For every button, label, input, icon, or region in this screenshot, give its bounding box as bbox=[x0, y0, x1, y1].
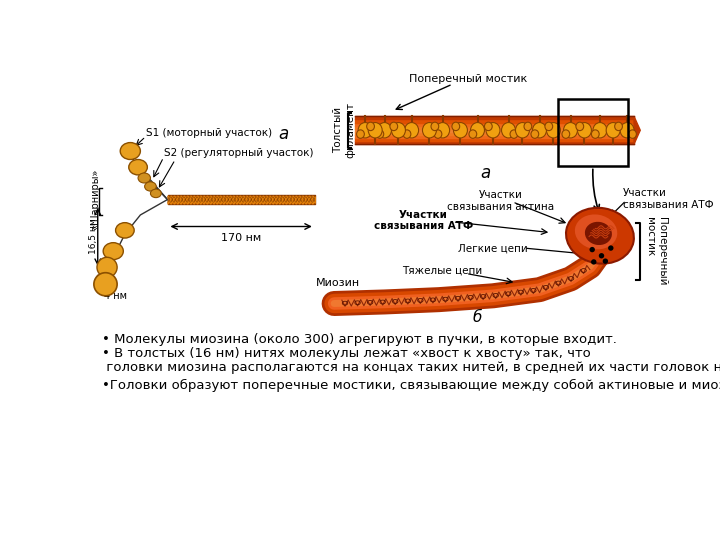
Ellipse shape bbox=[366, 122, 374, 131]
Ellipse shape bbox=[575, 214, 617, 249]
Text: •Головки образуют поперечные мостики, связывающие между собой актиновые и миозин: •Головки образуют поперечные мостики, св… bbox=[102, 379, 720, 392]
Text: S1 (моторный участок): S1 (моторный участок) bbox=[145, 127, 272, 138]
Ellipse shape bbox=[577, 123, 591, 138]
Text: б: б bbox=[473, 310, 482, 325]
Ellipse shape bbox=[423, 123, 436, 138]
Ellipse shape bbox=[376, 130, 384, 138]
Ellipse shape bbox=[356, 130, 364, 138]
Ellipse shape bbox=[97, 257, 117, 278]
Ellipse shape bbox=[120, 143, 140, 159]
Ellipse shape bbox=[546, 123, 560, 138]
Ellipse shape bbox=[620, 123, 634, 138]
Ellipse shape bbox=[524, 122, 532, 131]
Ellipse shape bbox=[431, 122, 438, 131]
Text: Поперечный
мостик: Поперечный мостик bbox=[645, 217, 667, 285]
Ellipse shape bbox=[485, 122, 492, 131]
Ellipse shape bbox=[94, 273, 117, 296]
Ellipse shape bbox=[145, 182, 156, 191]
Ellipse shape bbox=[593, 123, 607, 138]
Ellipse shape bbox=[591, 130, 599, 138]
Polygon shape bbox=[634, 117, 640, 144]
Text: Легкие цепи: Легкие цепи bbox=[458, 243, 528, 253]
Ellipse shape bbox=[138, 173, 150, 183]
Text: 4 нм: 4 нм bbox=[104, 291, 127, 301]
Circle shape bbox=[590, 247, 595, 252]
Text: Миозин: Миозин bbox=[316, 278, 360, 288]
Ellipse shape bbox=[454, 123, 467, 138]
Ellipse shape bbox=[531, 130, 539, 138]
Text: 16,5 нм: 16,5 нм bbox=[89, 219, 98, 254]
Text: головки миозина располагаются на концах таких нитей, в средней их части головок : головки миозина располагаются на концах … bbox=[102, 361, 720, 374]
Ellipse shape bbox=[116, 222, 134, 238]
Ellipse shape bbox=[510, 130, 518, 138]
Ellipse shape bbox=[533, 123, 546, 138]
Ellipse shape bbox=[390, 122, 397, 131]
Text: Толстый
филамент: Толстый филамент bbox=[333, 102, 355, 158]
Ellipse shape bbox=[585, 222, 612, 245]
Ellipse shape bbox=[392, 123, 405, 138]
Ellipse shape bbox=[566, 208, 634, 264]
Text: Тяжелые цепи: Тяжелые цепи bbox=[402, 265, 482, 275]
Ellipse shape bbox=[486, 123, 500, 138]
Ellipse shape bbox=[403, 130, 411, 138]
Ellipse shape bbox=[545, 122, 553, 131]
Ellipse shape bbox=[368, 123, 382, 138]
Ellipse shape bbox=[469, 130, 477, 138]
Text: S2 (регуляторный участок): S2 (регуляторный участок) bbox=[163, 148, 313, 158]
Text: Участки
связывания АТФ: Участки связывания АТФ bbox=[374, 210, 473, 231]
Ellipse shape bbox=[615, 122, 622, 131]
Ellipse shape bbox=[576, 122, 584, 131]
Ellipse shape bbox=[150, 189, 161, 198]
Circle shape bbox=[603, 259, 608, 264]
Ellipse shape bbox=[629, 130, 636, 138]
Ellipse shape bbox=[606, 123, 620, 138]
Ellipse shape bbox=[436, 123, 449, 138]
Ellipse shape bbox=[564, 123, 577, 138]
Text: Участки
связывания АТФ: Участки связывания АТФ bbox=[624, 188, 714, 210]
Ellipse shape bbox=[377, 123, 392, 138]
Circle shape bbox=[599, 253, 604, 259]
Ellipse shape bbox=[405, 123, 418, 138]
Text: «Шарниры»: «Шарниры» bbox=[91, 169, 100, 230]
Ellipse shape bbox=[434, 130, 442, 138]
Ellipse shape bbox=[502, 123, 516, 138]
Text: 170 нм: 170 нм bbox=[221, 233, 261, 242]
Circle shape bbox=[591, 259, 596, 265]
Text: Поперечный мостик: Поперечный мостик bbox=[409, 73, 527, 84]
Text: • Молекулы миозина (около 300) агрегируют в пучки, в которые входит.: • Молекулы миозина (около 300) агрегирую… bbox=[102, 333, 616, 346]
Ellipse shape bbox=[562, 130, 570, 138]
Ellipse shape bbox=[129, 159, 148, 175]
Bar bbox=[558, 99, 628, 166]
Text: • В толстых (16 нм) нитях молекулы лежат «хвост к хвосту» так, что: • В толстых (16 нм) нитях молекулы лежат… bbox=[102, 347, 590, 360]
Ellipse shape bbox=[103, 242, 123, 260]
Ellipse shape bbox=[471, 123, 485, 138]
Ellipse shape bbox=[358, 123, 372, 138]
Text: a: a bbox=[279, 125, 289, 143]
Text: a: a bbox=[480, 164, 490, 181]
Ellipse shape bbox=[452, 122, 459, 131]
Ellipse shape bbox=[516, 123, 529, 138]
Circle shape bbox=[608, 245, 613, 251]
Text: Участки
связывания актина: Участки связывания актина bbox=[447, 190, 554, 212]
